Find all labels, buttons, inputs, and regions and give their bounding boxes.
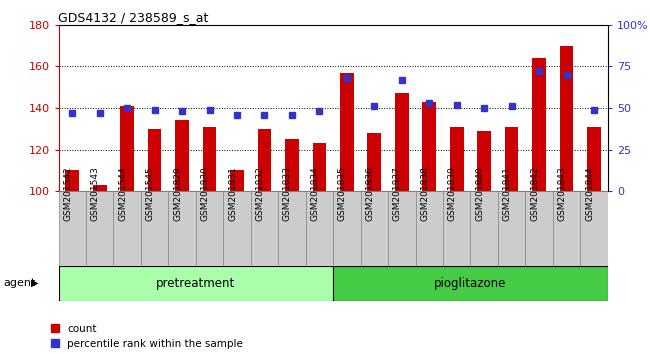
Text: GSM201545: GSM201545 [146, 166, 155, 221]
Text: GSM201542: GSM201542 [63, 166, 72, 221]
Bar [388, 191, 415, 266]
Bar [477, 131, 491, 191]
Text: GSM201843: GSM201843 [558, 166, 567, 221]
Bar [395, 93, 409, 191]
Text: GSM201832: GSM201832 [255, 166, 265, 221]
Text: GSM201831: GSM201831 [228, 166, 237, 221]
Bar [560, 46, 573, 191]
Bar [203, 127, 216, 191]
Bar [278, 191, 306, 266]
Bar [93, 185, 107, 191]
Text: GSM201830: GSM201830 [201, 166, 209, 221]
Text: GSM201834: GSM201834 [311, 166, 319, 221]
Bar [168, 191, 196, 266]
Text: GSM201842: GSM201842 [530, 166, 539, 221]
Bar [367, 133, 381, 191]
Bar [257, 129, 271, 191]
Text: GDS4132 / 238589_s_at: GDS4132 / 238589_s_at [58, 11, 209, 24]
Bar [333, 191, 361, 266]
Text: GSM201836: GSM201836 [365, 166, 374, 221]
Text: GSM201844: GSM201844 [585, 166, 594, 221]
Bar [114, 191, 141, 266]
Bar [285, 139, 299, 191]
Bar [552, 191, 580, 266]
Bar [313, 143, 326, 191]
Bar [66, 170, 79, 191]
Text: GSM201841: GSM201841 [502, 166, 512, 221]
Text: GSM201835: GSM201835 [338, 166, 347, 221]
Bar [141, 191, 168, 266]
Text: agent: agent [3, 278, 36, 288]
Legend: count, percentile rank within the sample: count, percentile rank within the sample [51, 324, 243, 349]
Bar [58, 266, 333, 301]
Text: GSM201838: GSM201838 [421, 166, 429, 221]
Bar [422, 102, 436, 191]
Bar [196, 191, 224, 266]
Bar [58, 191, 86, 266]
Text: GSM201829: GSM201829 [173, 166, 182, 221]
Text: pretreatment: pretreatment [156, 277, 235, 290]
Bar [86, 191, 114, 266]
Bar [251, 191, 278, 266]
Text: GSM201833: GSM201833 [283, 166, 292, 221]
Bar [176, 120, 189, 191]
Bar [361, 191, 388, 266]
Text: pioglitazone: pioglitazone [434, 277, 506, 290]
Bar [230, 170, 244, 191]
Bar [306, 191, 333, 266]
Bar [450, 127, 463, 191]
Text: GSM201543: GSM201543 [91, 166, 99, 221]
Text: GSM201544: GSM201544 [118, 166, 127, 221]
Bar [498, 191, 525, 266]
Text: GSM201839: GSM201839 [448, 166, 457, 221]
Bar [525, 191, 552, 266]
Bar [120, 106, 134, 191]
Text: GSM201837: GSM201837 [393, 166, 402, 221]
Bar [415, 191, 443, 266]
Bar [340, 73, 354, 191]
Bar [148, 129, 161, 191]
Bar [580, 191, 608, 266]
Bar [471, 191, 498, 266]
Bar [505, 127, 519, 191]
Bar [224, 191, 251, 266]
Bar [587, 127, 601, 191]
Bar [333, 266, 608, 301]
Bar [532, 58, 546, 191]
Bar [443, 191, 471, 266]
Text: ▶: ▶ [31, 278, 38, 288]
Text: GSM201840: GSM201840 [475, 166, 484, 221]
